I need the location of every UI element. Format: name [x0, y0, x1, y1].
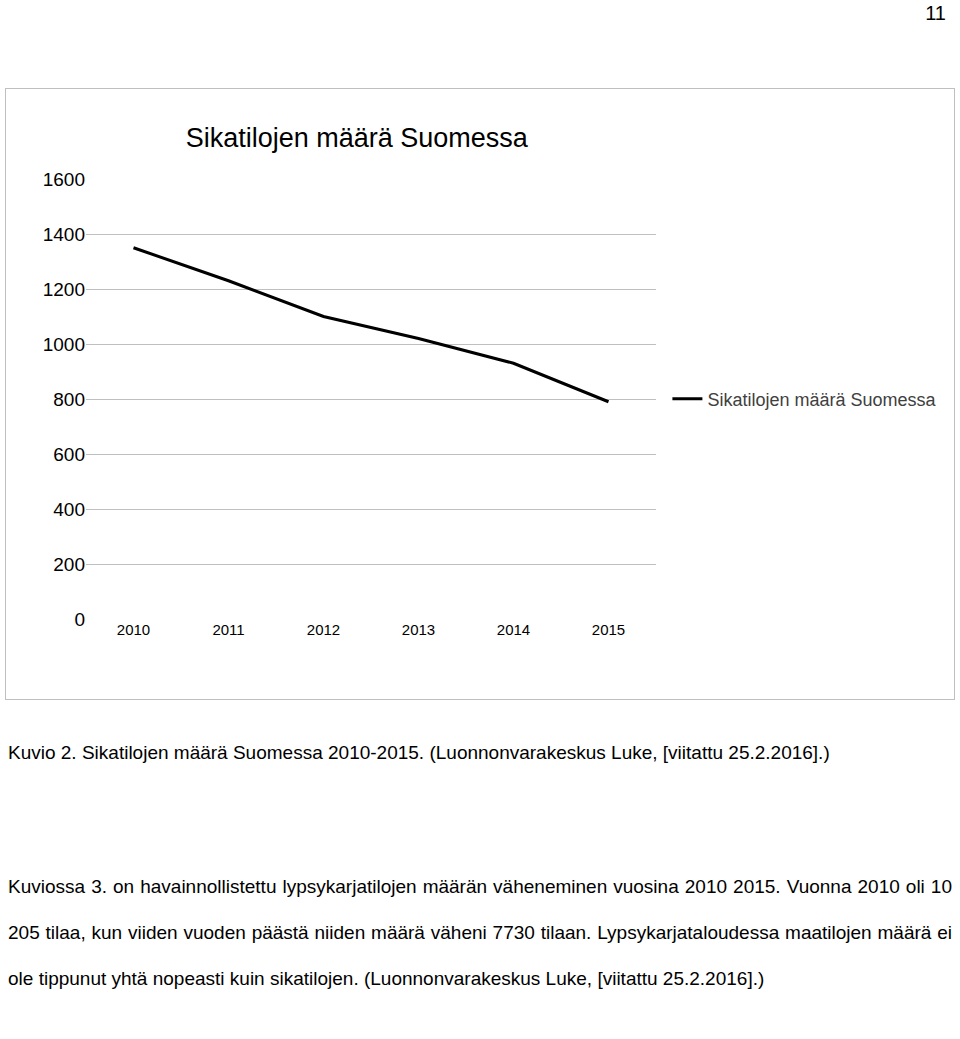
html-text:Kuviossa 3. on havainnollistet: Kuviossa 3. on havainnollistettu lypsyka…: [8, 876, 952, 989]
svg-text:2014: 2014: [497, 621, 530, 638]
svg-text:1600: 1600: [43, 169, 85, 190]
svg-text:600: 600: [53, 444, 85, 465]
svg-text:2012: 2012: [307, 621, 340, 638]
svg-text:Sikatilojen määrä Suomessa: Sikatilojen määrä Suomessa: [186, 123, 529, 153]
html-text:11: 11: [925, 2, 946, 24]
svg-text:1400: 1400: [43, 224, 85, 245]
svg-text:2011: 2011: [212, 621, 244, 638]
html-text:Kuvio 2. Sikatilojen määrä Suo: Kuvio 2. Sikatilojen määrä Suomessa 2010…: [8, 742, 830, 763]
svg-text:1000: 1000: [43, 334, 85, 355]
svg-text:1200: 1200: [43, 279, 85, 300]
svg-text:0: 0: [74, 609, 85, 630]
svg-text:2015: 2015: [592, 621, 625, 638]
svg-text:800: 800: [53, 389, 85, 410]
svg-text:200: 200: [53, 554, 85, 575]
svg-text:2013: 2013: [402, 621, 435, 638]
svg-text:400: 400: [53, 499, 85, 520]
svg-text:Sikatilojen määrä Suomessa: Sikatilojen määrä Suomessa: [707, 390, 936, 410]
svg-text:2010: 2010: [117, 621, 150, 638]
